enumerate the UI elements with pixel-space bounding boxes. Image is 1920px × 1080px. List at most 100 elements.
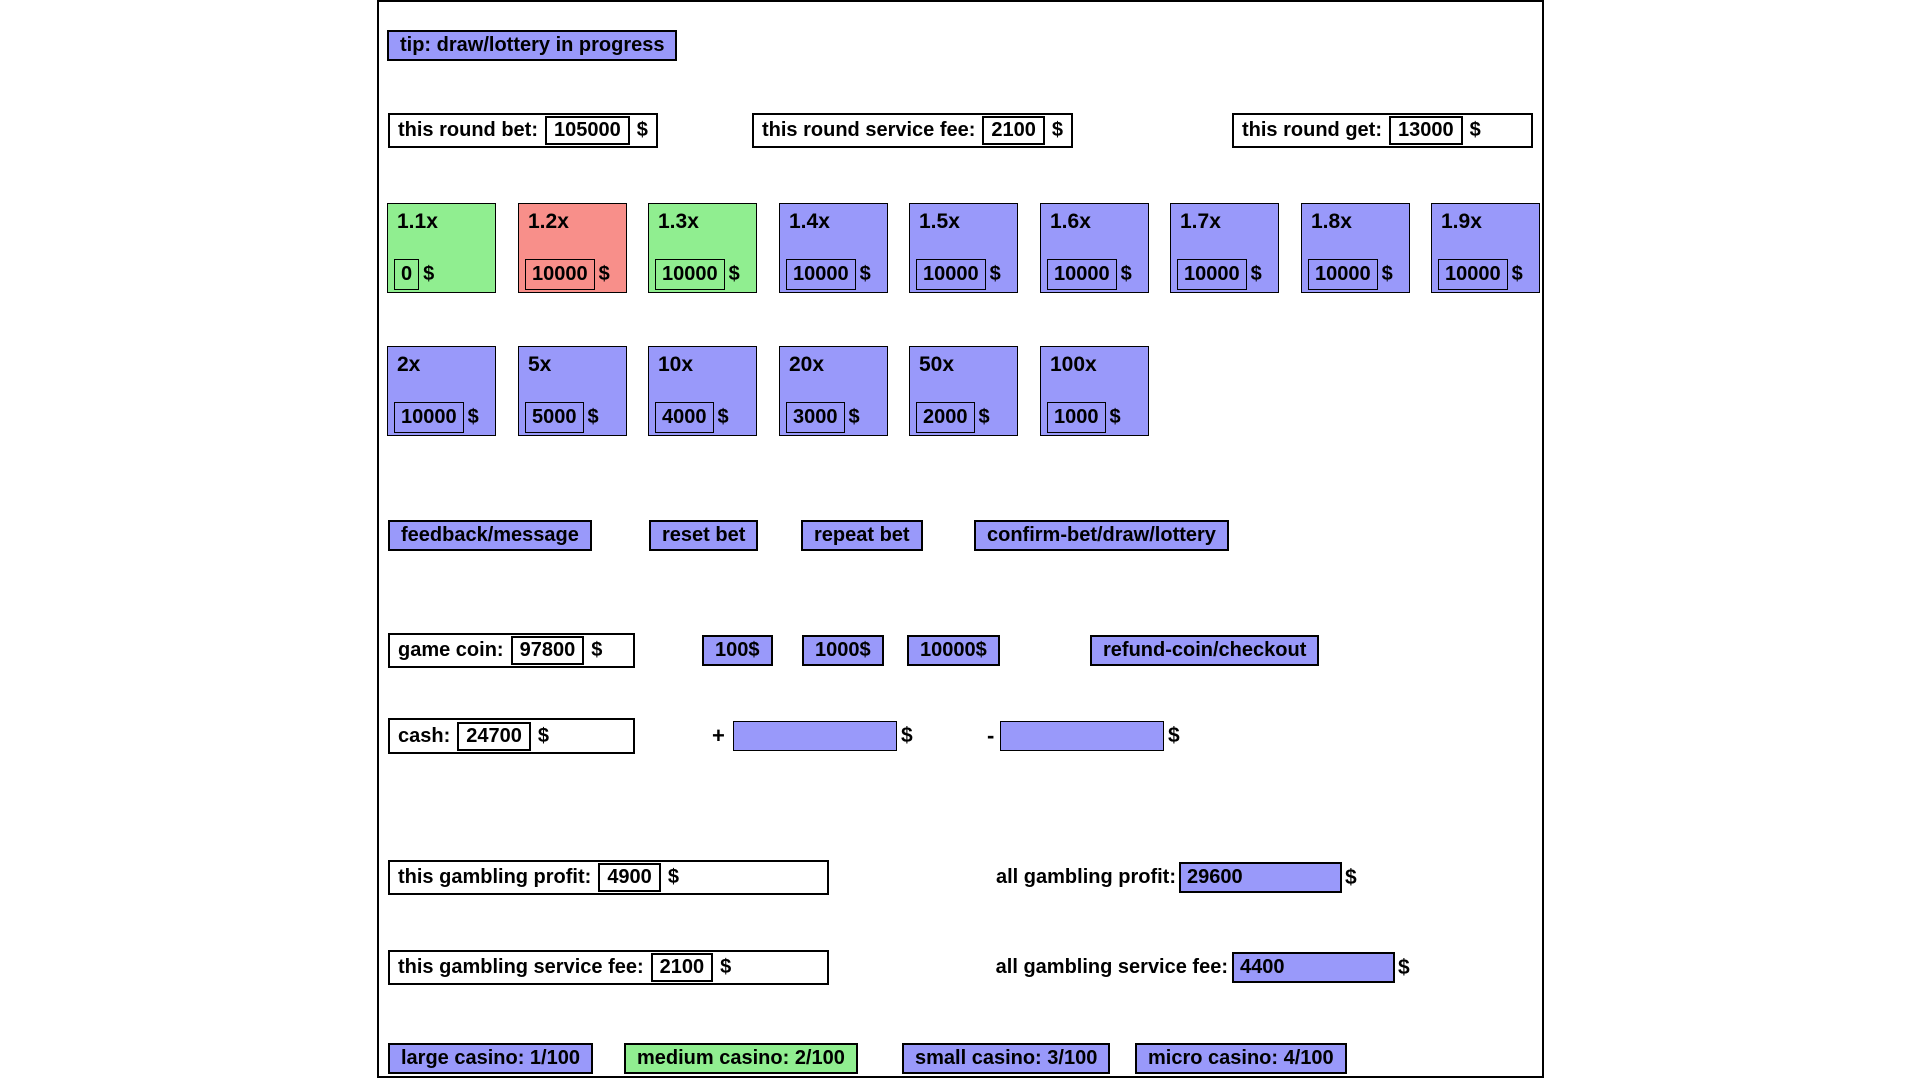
micro-casino-label: micro casino: 4/100 (1148, 1047, 1334, 1069)
medium-casino-tab[interactable]: medium casino: 2/100 (624, 1043, 858, 1074)
multiplier-box-1-8x[interactable]: 1.8x 10000 $ (1301, 203, 1410, 293)
multiplier-box-1-7x[interactable]: 1.7x 10000 $ (1170, 203, 1279, 293)
multiplier-box-1-5x[interactable]: 1.5x 10000 $ (909, 203, 1018, 293)
currency-label: $ (1345, 865, 1357, 889)
multiplier-label: 5x (528, 353, 552, 376)
multiplier-box-50x[interactable]: 50x 2000 $ (909, 346, 1018, 436)
tip-status: tip: draw/lottery in progress (387, 30, 678, 61)
multiplier-label: 50x (919, 353, 955, 376)
small-casino-label: small casino: 3/100 (915, 1047, 1098, 1069)
multiplier-box-1-6x[interactable]: 1.6x 10000 $ (1040, 203, 1149, 293)
all-gambling-service-fee-value: 4400 (1232, 952, 1395, 983)
multiplier-bet-input[interactable]: 5000 (525, 402, 584, 433)
multiplier-bet-input[interactable]: 2000 (916, 402, 975, 433)
cash-label: cash: (398, 724, 451, 747)
multiplier-box-10x[interactable]: 10x 4000 $ (648, 346, 757, 436)
multiplier-box-2x[interactable]: 2x 10000 $ (387, 346, 496, 436)
game-coin-box: game coin: 97800 $ (388, 633, 635, 668)
multiplier-label: 1.5x (919, 210, 960, 233)
currency-label: $ (720, 956, 732, 978)
multiplier-box-1-9x[interactable]: 1.9x 10000 $ (1431, 203, 1540, 293)
this-gambling-profit-value: 4900 (598, 863, 661, 892)
this-gambling-service-fee-value: 2100 (650, 953, 714, 982)
casino-game-panel: tip: draw/lottery in progress this round… (377, 0, 1544, 1078)
multiplier-bet-input[interactable]: 10000 (916, 259, 986, 290)
medium-casino-label: medium casino: 2/100 (637, 1047, 845, 1069)
add-coin-10000-button[interactable]: 10000$ (907, 635, 1000, 666)
multiplier-bet-input[interactable]: 10000 (394, 402, 464, 433)
reset-bet-label: reset bet (662, 524, 746, 546)
multiplier-bet-input[interactable]: 10000 (1177, 259, 1247, 290)
small-casino-tab[interactable]: small casino: 3/100 (902, 1043, 1111, 1074)
multiplier-bet-input[interactable]: 1000 (1047, 402, 1106, 433)
multiplier-box-1-2x[interactable]: 1.2x 10000 $ (518, 203, 627, 293)
all-gambling-profit-value: 29600 (1179, 862, 1342, 893)
currency-label: $ (978, 406, 990, 428)
all-gambling-service-fee-label: all gambling service fee: (995, 956, 1228, 978)
multiplier-label: 1.6x (1050, 210, 1091, 233)
currency-label: $ (859, 263, 871, 285)
large-casino-tab[interactable]: large casino: 1/100 (388, 1043, 593, 1074)
multiplier-label: 1.2x (528, 210, 569, 233)
round-bet-label: this round bet: (398, 119, 538, 141)
currency-label: $ (1398, 955, 1410, 979)
confirm-bet-draw-lottery-button[interactable]: confirm-bet/draw/lottery (974, 520, 1229, 551)
micro-casino-tab[interactable]: micro casino: 4/100 (1135, 1043, 1347, 1074)
plus-sign: + (712, 723, 725, 748)
cash-box: cash: 24700 $ (388, 718, 635, 754)
currency-label: $ (1051, 119, 1064, 141)
round-get-box: this round get: 13000 $ (1232, 113, 1533, 148)
multiplier-bet-input[interactable]: 0 (394, 259, 420, 290)
multiplier-label: 10x (658, 353, 694, 376)
currency-label: $ (848, 406, 860, 428)
currency-label: $ (1511, 263, 1523, 285)
multiplier-box-20x[interactable]: 20x 3000 $ (779, 346, 888, 436)
round-service-fee-label: this round service fee: (762, 119, 976, 141)
multiplier-bet-input[interactable]: 10000 (525, 259, 595, 290)
currency-label: $ (989, 263, 1001, 285)
multiplier-bet-input[interactable]: 10000 (1047, 259, 1117, 290)
multiplier-bet-input[interactable]: 3000 (786, 402, 845, 433)
round-bet-box: this round bet: 105000 $ (388, 113, 658, 148)
multiplier-box-100x[interactable]: 100x 1000 $ (1040, 346, 1149, 436)
currency-label: $ (598, 263, 610, 285)
add-coin-10000-label: 10000$ (920, 639, 987, 661)
feedback-message-button[interactable]: feedback/message (388, 520, 592, 551)
refund-coin-checkout-button[interactable]: refund-coin/checkout (1090, 635, 1320, 666)
currency-label: $ (591, 639, 603, 661)
multiplier-bet-input[interactable]: 4000 (655, 402, 714, 433)
round-bet-value: 105000 (544, 116, 630, 145)
multiplier-box-1-3x[interactable]: 1.3x 10000 $ (648, 203, 757, 293)
round-service-fee-value: 2100 (982, 116, 1045, 145)
repeat-bet-button[interactable]: repeat bet (801, 520, 923, 551)
multiplier-box-1-4x[interactable]: 1.4x 10000 $ (779, 203, 888, 293)
multiplier-bet-input[interactable]: 10000 (1308, 259, 1378, 290)
multiplier-bet-input[interactable]: 10000 (655, 259, 725, 290)
currency-label: $ (467, 406, 479, 428)
refund-coin-checkout-label: refund-coin/checkout (1103, 639, 1307, 661)
large-casino-label: large casino: 1/100 (401, 1047, 580, 1069)
confirm-bet-draw-lottery-label: confirm-bet/draw/lottery (987, 524, 1216, 546)
reset-bet-button[interactable]: reset bet (649, 520, 759, 551)
currency-label: $ (717, 406, 729, 428)
multiplier-label: 1.3x (658, 210, 699, 233)
multiplier-label: 1.7x (1180, 210, 1221, 233)
add-coin-100-button[interactable]: 100$ (702, 635, 773, 666)
add-coin-1000-button[interactable]: 1000$ (802, 635, 884, 666)
cash-add-input[interactable] (733, 721, 897, 751)
currency-label: $ (537, 724, 549, 747)
currency-label: $ (901, 723, 913, 747)
multiplier-label: 1.9x (1441, 210, 1482, 233)
currency-label: $ (728, 263, 740, 285)
multiplier-bet-input[interactable]: 10000 (1438, 259, 1508, 290)
currency-label: $ (667, 866, 679, 888)
cash-subtract-input[interactable] (1000, 721, 1164, 751)
multiplier-box-5x[interactable]: 5x 5000 $ (518, 346, 627, 436)
cash-value: 24700 (457, 721, 531, 751)
multiplier-box-1-1x[interactable]: 1.1x 0 $ (387, 203, 496, 293)
multiplier-bet-input[interactable]: 10000 (786, 259, 856, 290)
game-coin-value: 97800 (510, 636, 585, 665)
currency-label: $ (423, 263, 435, 285)
currency-label: $ (1168, 723, 1180, 747)
round-get-label: this round get: (1242, 119, 1382, 141)
